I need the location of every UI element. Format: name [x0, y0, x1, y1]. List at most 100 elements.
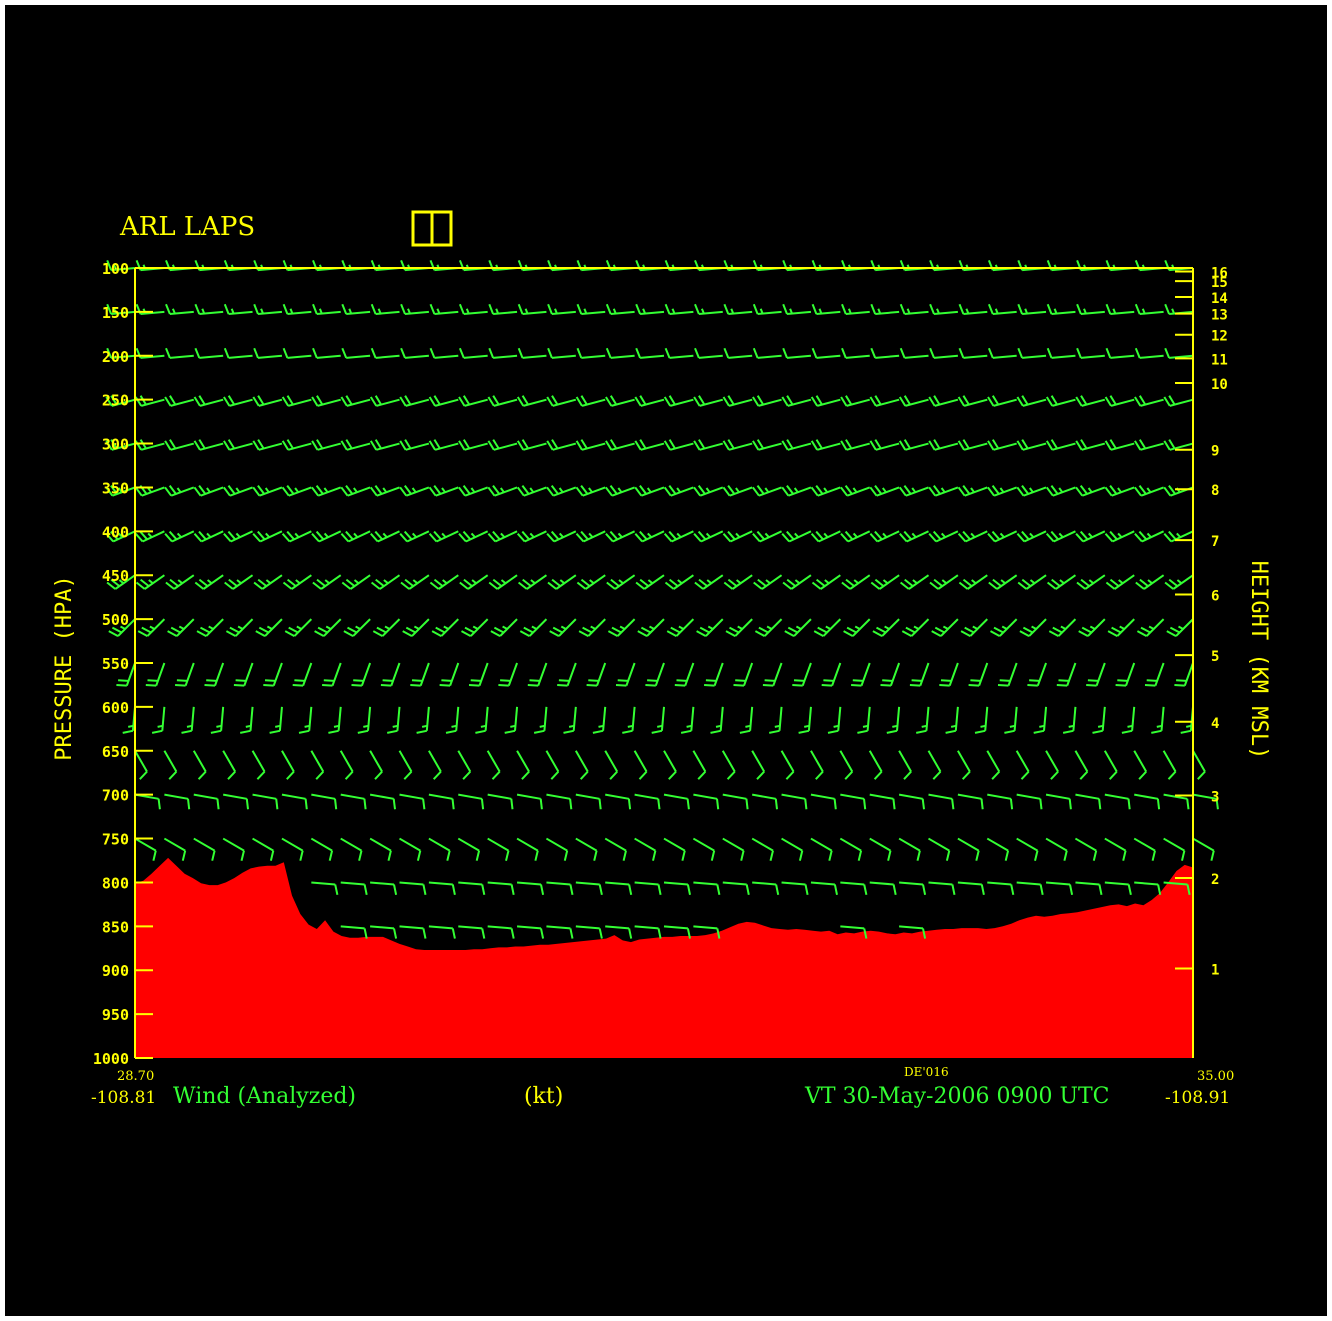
wind-barb — [939, 662, 959, 687]
wind-barb — [637, 618, 665, 637]
wind-barb-staff — [398, 750, 413, 773]
wind-barb-feather — [716, 798, 720, 810]
wind-barb-feather — [106, 260, 113, 271]
wind-barb-staff — [575, 881, 600, 886]
wind-barb-half-feather — [1176, 532, 1182, 538]
wind-barb-feather — [1079, 770, 1089, 780]
wind-barb — [1076, 303, 1105, 315]
wind-barb-feather — [264, 679, 276, 682]
wind-barb — [210, 706, 225, 734]
wind-barb-feather — [1004, 729, 1015, 734]
wind-barb-half-feather — [1009, 724, 1016, 728]
wind-barb-half-feather — [1171, 308, 1176, 314]
wind-barb-feather — [1138, 770, 1147, 780]
wind-barb-half-feather — [392, 724, 399, 728]
wind-barb-staff — [405, 486, 430, 497]
wind-barb-staff — [200, 486, 224, 497]
wind-barb-feather — [645, 684, 656, 687]
wind-barb-feather — [845, 395, 853, 406]
wind-barb-half-feather — [500, 532, 506, 538]
wind-barb-feather — [116, 684, 127, 687]
wind-barb-feather — [727, 578, 738, 587]
wind-barb-feather — [516, 533, 526, 543]
wind-barb-staff — [781, 881, 806, 886]
wind-barb — [428, 439, 459, 451]
wind-barb-feather — [727, 395, 735, 406]
wind-barb-feather — [586, 684, 598, 687]
wind-barb — [1192, 793, 1219, 810]
wind-barb-staff — [1104, 881, 1129, 886]
wind-barb-feather — [1076, 303, 1082, 315]
wind-barb-staff — [112, 486, 136, 497]
wind-barb — [840, 530, 871, 543]
wind-barb-staff — [375, 354, 400, 359]
wind-barb-feather — [282, 303, 289, 315]
wind-barb-feather — [1079, 530, 1089, 541]
wind-barb-feather — [987, 347, 994, 359]
wind-barb — [223, 530, 253, 543]
wind-barb-feather — [729, 626, 740, 634]
wind-barb-feather — [670, 626, 681, 634]
wind-barb-feather — [370, 533, 379, 543]
wind-barb-feather — [1156, 798, 1161, 810]
wind-barb-half-feather — [1088, 579, 1095, 585]
wind-barb-staff — [778, 706, 783, 731]
wind-barb-feather — [873, 770, 883, 780]
wind-barb-feather — [987, 440, 995, 451]
wind-barb-feather — [433, 578, 444, 587]
wind-barb-feather — [164, 486, 173, 497]
wind-barb-feather — [399, 440, 407, 451]
wind-barb-feather — [735, 679, 746, 682]
wind-barb-staff — [251, 750, 266, 773]
wind-barb-staff — [602, 706, 607, 731]
wind-barb-staff — [670, 486, 694, 497]
wind-barb-half-feather — [236, 579, 242, 585]
wind-barb-staff — [537, 662, 548, 686]
wind-barb-feather — [500, 679, 511, 682]
wind-barb — [282, 303, 312, 315]
wind-barb — [164, 793, 191, 810]
wind-barb-half-feather — [1089, 625, 1096, 630]
wind-barb-half-feather — [589, 579, 595, 585]
wind-barb-feather — [876, 626, 887, 634]
wind-barb — [527, 662, 548, 687]
wind-barb-feather — [575, 486, 584, 497]
wind-barb-feather — [1151, 729, 1162, 734]
wind-barb-feather — [769, 850, 774, 861]
wind-barb-feather — [786, 530, 795, 541]
wind-barb-feather — [521, 770, 530, 780]
wind-barb-half-feather — [118, 579, 125, 585]
wind-barb — [810, 395, 841, 407]
wind-barb-staff — [163, 837, 186, 852]
wind-barb — [811, 303, 841, 315]
wind-barb-half-feather — [892, 724, 898, 728]
wind-barb-feather — [911, 679, 923, 682]
wind-barb-feather — [934, 626, 945, 634]
wind-barb — [416, 706, 430, 734]
wind-barb-feather — [110, 578, 121, 587]
wind-barb-staff — [553, 530, 577, 543]
wind-barb-feather — [781, 440, 789, 451]
wind-barb-feather — [628, 928, 633, 939]
wind-barb-staff — [1015, 750, 1030, 773]
wind-barb-staff — [232, 574, 254, 590]
wind-barb-feather — [668, 530, 677, 541]
wind-barb — [134, 793, 161, 810]
wind-barb-staff — [702, 574, 724, 590]
wind-barb — [1134, 484, 1164, 497]
wind-barb-feather — [1078, 630, 1089, 637]
wind-barb-feather — [697, 485, 706, 495]
wind-barb-half-feather — [1117, 487, 1122, 493]
wind-barb-feather — [341, 347, 348, 359]
wind-barb-staff — [524, 530, 547, 543]
wind-barb-feather — [815, 439, 823, 450]
wind-barb — [1164, 347, 1194, 359]
wind-barb — [780, 750, 795, 780]
wind-barb-feather — [393, 884, 398, 895]
wind-barb-feather — [446, 850, 451, 861]
wind-barb — [1046, 574, 1077, 590]
wind-barb-feather — [793, 679, 805, 682]
wind-barb-staff — [222, 837, 245, 852]
wind-barb-feather — [813, 630, 824, 637]
wind-barb-staff — [1192, 793, 1217, 800]
